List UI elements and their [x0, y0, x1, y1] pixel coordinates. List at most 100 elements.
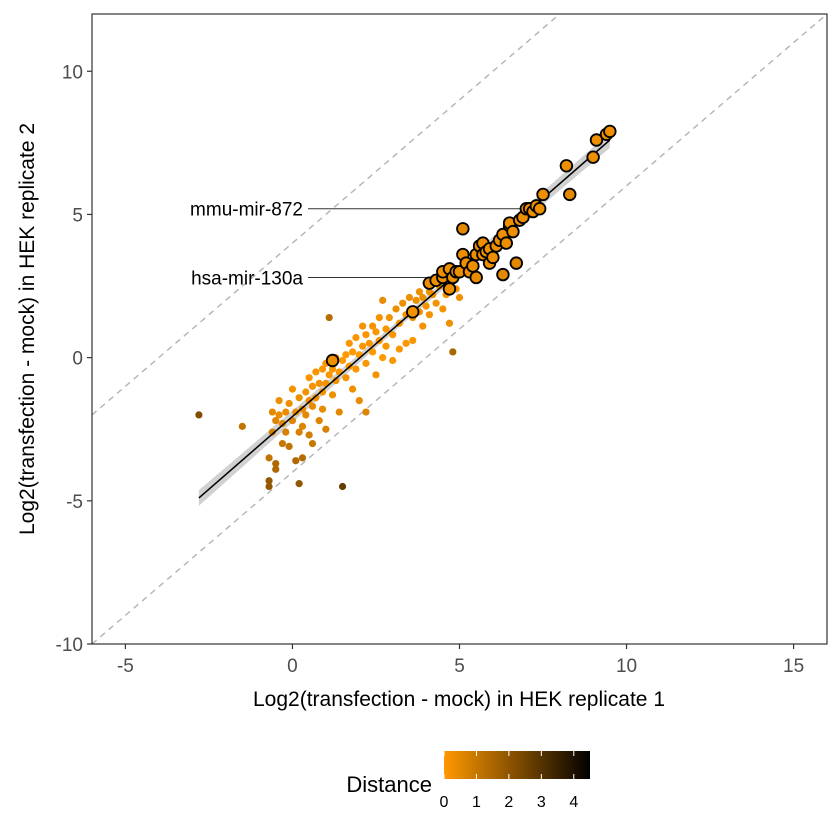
scatter-point [305, 396, 313, 405]
highlighted-point [466, 259, 480, 273]
scatter-point [275, 396, 283, 405]
scatter-point [389, 331, 397, 339]
scatter-point [282, 408, 290, 416]
legend-tick-label: 2 [504, 794, 513, 811]
highlighted-point [456, 222, 470, 236]
scatter-point [425, 311, 434, 319]
scatter-point [348, 348, 357, 356]
reference-line-1 [92, 14, 561, 416]
highlighted-point [442, 282, 457, 296]
scatter-point [265, 477, 273, 485]
highlighted-point [325, 353, 340, 368]
legend-title: Distance [346, 772, 432, 797]
legend-colorbar [444, 751, 590, 779]
annotation-label: hsa-mir-130a [191, 268, 303, 289]
highlighted-point [532, 202, 547, 216]
scatter-point [385, 313, 393, 322]
scatter-point [278, 439, 287, 448]
scatter-point [315, 417, 323, 425]
scatter-point [402, 339, 410, 347]
scatter-point [419, 322, 427, 330]
legend-tick-label: 0 [440, 794, 449, 811]
scatter-point [318, 365, 327, 373]
scatter-point [272, 417, 280, 425]
y-tick-label: 5 [72, 205, 83, 226]
scatter-point [302, 411, 310, 419]
x-tick-label: -5 [117, 656, 134, 677]
scatter-point [419, 293, 427, 302]
scatter-point [415, 288, 424, 296]
scatter-point [268, 408, 277, 416]
scatter-point [272, 465, 280, 473]
y-tick-label: -5 [66, 492, 83, 513]
legend-tick-label: 3 [537, 794, 546, 811]
reference-line-2 [92, 14, 827, 644]
scatter-point [312, 368, 320, 376]
scatter-point [292, 457, 300, 465]
scatter-point [382, 342, 390, 350]
scatter-point [359, 342, 367, 350]
scatter-point [268, 428, 277, 436]
annotation-label: mmu-mir-872 [190, 200, 303, 221]
highlighted-point [506, 224, 520, 239]
x-tick-label: 0 [287, 656, 298, 677]
highlighted-point [589, 133, 604, 147]
scatter-point [345, 339, 353, 347]
highlighted-point [406, 305, 420, 319]
scatter-point [332, 376, 340, 385]
highlighted-point [486, 250, 500, 265]
scatter-point [379, 354, 387, 362]
scatter-point [322, 425, 330, 433]
x-axis-title: Log2(transfection - mock) in HEK replica… [253, 688, 665, 711]
scatter-point [362, 331, 370, 339]
scatter-point [335, 408, 343, 416]
scatter-point [285, 442, 293, 451]
scatter-point [288, 385, 297, 393]
scatter-point [302, 388, 310, 396]
scatter-point [412, 296, 420, 304]
scatter-point [325, 313, 333, 322]
scatter-point [272, 459, 280, 468]
y-tick-label: 10 [62, 62, 83, 83]
scatter-point [298, 405, 307, 413]
scatter-point [282, 428, 290, 436]
scatter-point [352, 365, 360, 373]
scatter-point [328, 365, 337, 373]
scatter-point [295, 394, 303, 402]
scatter-point [389, 356, 397, 365]
highlighted-point [536, 187, 550, 202]
scatter-point [382, 325, 390, 333]
y-tick-label: 0 [72, 349, 83, 370]
scatter-point [372, 371, 380, 379]
scatter-point [315, 379, 323, 388]
scatter-point [298, 422, 307, 430]
scatter-point [295, 428, 303, 436]
scatter-point [352, 333, 360, 342]
scatter-point [338, 356, 347, 365]
scatter-point [325, 371, 333, 379]
scatter-point [308, 382, 317, 390]
scatter-point [379, 296, 387, 304]
scatter-point [422, 302, 430, 310]
scatter-point [312, 394, 320, 402]
scatter-point [445, 319, 454, 327]
scatter-point [318, 405, 327, 413]
highlighted-point [563, 187, 577, 202]
highlighted-point [559, 159, 574, 173]
scatter-point [305, 431, 313, 439]
scatter-point [365, 339, 373, 347]
scatter-point [265, 482, 273, 491]
scatter-point [342, 351, 350, 359]
scatter-point [265, 454, 273, 462]
scatter-point [359, 322, 367, 330]
y-axis-title: Log2(transfection - mock) in HEK replica… [16, 123, 39, 535]
legend-tick-label: 4 [569, 794, 578, 811]
scatter-point [362, 359, 370, 367]
scatter-point [432, 299, 440, 307]
scatter-point [369, 348, 377, 356]
highlighted-point [499, 236, 513, 250]
x-tick-label: 5 [454, 656, 465, 677]
scatter-point [362, 408, 370, 416]
scatter-point [295, 480, 303, 488]
scatter-point [195, 411, 203, 419]
